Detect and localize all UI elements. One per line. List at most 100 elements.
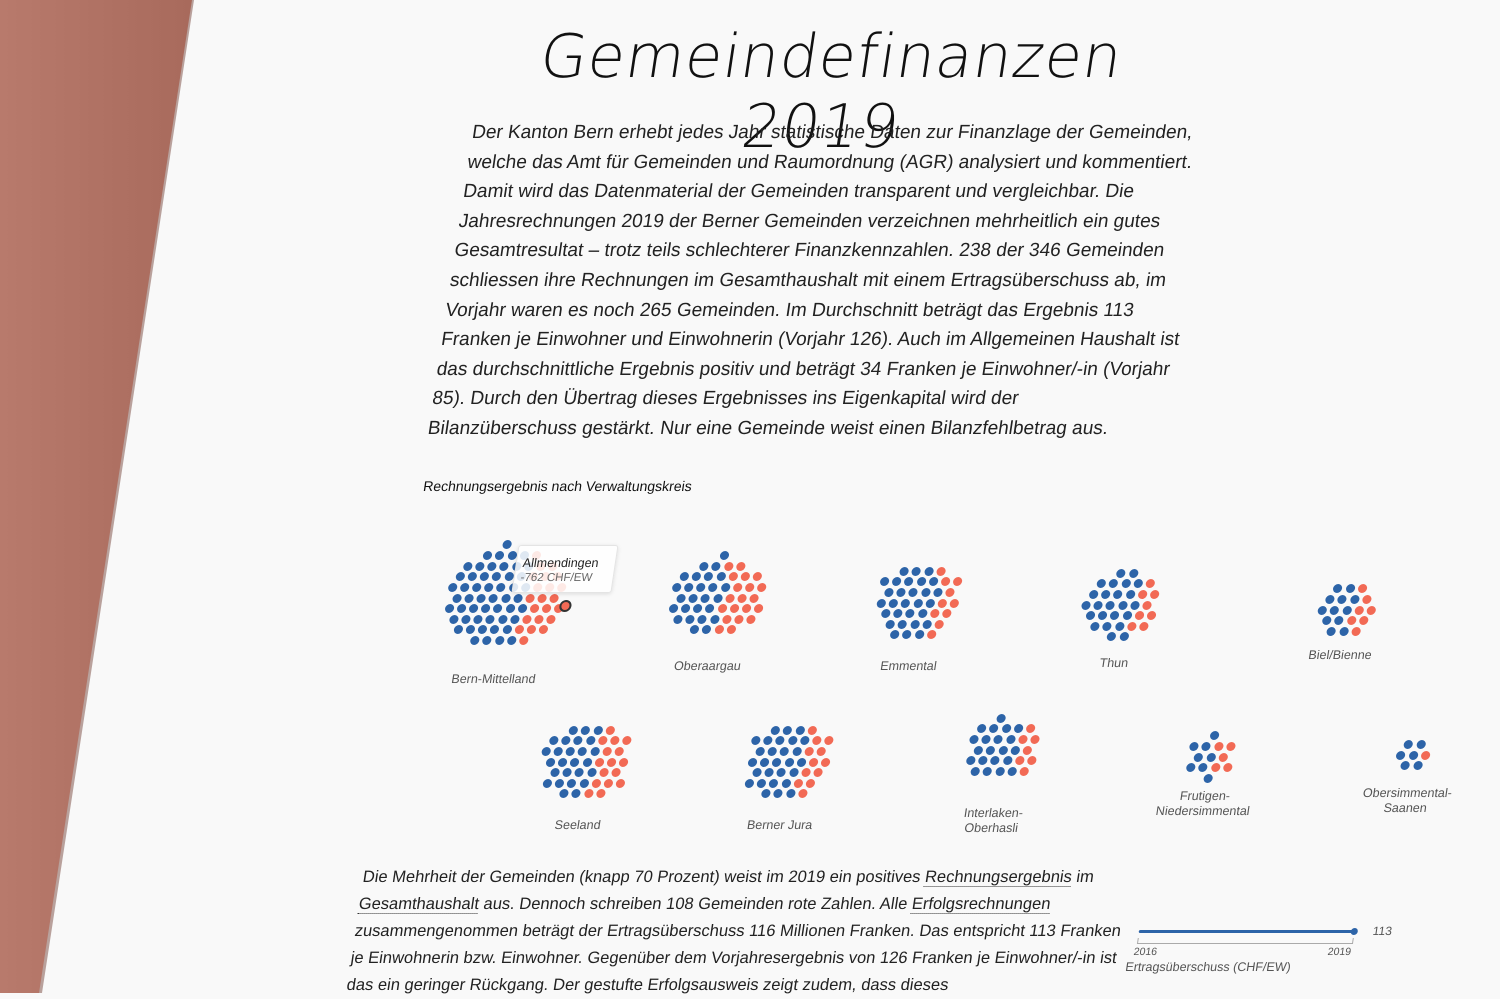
municipality-dot-positive[interactable] — [1321, 616, 1333, 626]
municipality-dot-positive[interactable] — [454, 572, 466, 582]
municipality-dot-negative[interactable] — [732, 582, 743, 592]
municipality-dot-positive[interactable] — [1116, 568, 1127, 578]
municipality-dot-positive[interactable] — [1395, 750, 1407, 760]
municipality-dot-negative[interactable] — [533, 614, 545, 624]
municipality-dot-positive[interactable] — [996, 713, 1007, 723]
municipality-dot-positive[interactable] — [968, 734, 980, 744]
municipality-dot-negative[interactable] — [526, 625, 537, 635]
municipality-dot-positive[interactable] — [901, 630, 913, 640]
municipality-dot-positive[interactable] — [1188, 741, 1200, 751]
municipality-dot-positive[interactable] — [770, 725, 781, 735]
municipality-dot-positive[interactable] — [695, 582, 707, 592]
municipality-dot-negative[interactable] — [538, 625, 549, 635]
municipality-dot-negative[interactable] — [518, 635, 529, 645]
municipality-dot-negative[interactable] — [733, 614, 745, 624]
municipality-dot-negative[interactable] — [800, 768, 812, 778]
municipality-dot-positive[interactable] — [542, 778, 553, 788]
municipality-dot-negative[interactable] — [926, 630, 937, 640]
municipality-dot-negative[interactable] — [713, 625, 725, 635]
municipality-dot-positive[interactable] — [1009, 745, 1021, 755]
municipality-dot-positive[interactable] — [704, 604, 716, 614]
municipality-dot-positive[interactable] — [679, 572, 690, 582]
municipality-dot-positive[interactable] — [720, 582, 731, 592]
municipality-dot-negative[interactable] — [1217, 752, 1229, 762]
municipality-dot-positive[interactable] — [892, 609, 904, 619]
municipality-dot-negative[interactable] — [792, 778, 804, 788]
municipality-dot-positive[interactable] — [500, 593, 511, 603]
municipality-dot-negative[interactable] — [725, 625, 737, 635]
municipality-dot-negative[interactable] — [729, 604, 740, 614]
municipality-dot-positive[interactable] — [779, 746, 790, 756]
municipality-dot-positive[interactable] — [448, 614, 459, 624]
municipality-dot-positive[interactable] — [1002, 756, 1013, 766]
municipality-dot-positive[interactable] — [1208, 731, 1220, 741]
municipality-dot-positive[interactable] — [577, 746, 588, 756]
municipality-dot-positive[interactable] — [885, 619, 896, 629]
municipality-dot-negative[interactable] — [727, 572, 739, 582]
municipality-dot-negative[interactable] — [1138, 621, 1149, 631]
municipality-dot-positive[interactable] — [447, 582, 458, 592]
municipality-dot-negative[interactable] — [598, 768, 610, 778]
municipality-dot-positive[interactable] — [903, 577, 915, 587]
municipality-dot-positive[interactable] — [471, 582, 482, 592]
municipality-dot-positive[interactable] — [911, 566, 922, 576]
municipality-dot-positive[interactable] — [1324, 594, 1336, 604]
municipality-dot-positive[interactable] — [774, 736, 786, 746]
municipality-dot-negative[interactable] — [735, 561, 746, 571]
municipality-dot-positive[interactable] — [1205, 752, 1217, 762]
municipality-dot-positive[interactable] — [764, 768, 775, 778]
municipality-dot-positive[interactable] — [1329, 605, 1340, 615]
municipality-dot-positive[interactable] — [467, 572, 478, 582]
municipality-dot-positive[interactable] — [794, 725, 806, 735]
municipality-dot-negative[interactable] — [935, 566, 947, 576]
municipality-dot-positive[interactable] — [1100, 589, 1112, 599]
municipality-dot-positive[interactable] — [501, 625, 513, 635]
municipality-dot-positive[interactable] — [756, 778, 767, 788]
municipality-dot-positive[interactable] — [776, 768, 787, 778]
municipality-dot-positive[interactable] — [540, 746, 552, 756]
municipality-dot-positive[interactable] — [671, 582, 682, 592]
municipality-dot-negative[interactable] — [1126, 621, 1137, 631]
municipality-dot-negative[interactable] — [621, 736, 633, 746]
municipality-dot-positive[interactable] — [988, 724, 1000, 734]
municipality-dot-negative[interactable] — [1141, 600, 1153, 610]
municipality-dot-positive[interactable] — [1105, 600, 1116, 610]
municipality-dot-positive[interactable] — [689, 625, 700, 635]
municipality-dot-positive[interactable] — [1080, 600, 1092, 610]
municipality-dot-positive[interactable] — [443, 604, 455, 614]
municipality-dot-positive[interactable] — [932, 587, 943, 597]
municipality-dot-positive[interactable] — [562, 768, 573, 778]
municipality-dot-positive[interactable] — [760, 789, 772, 799]
municipality-dot-positive[interactable] — [715, 572, 726, 582]
municipality-dot-positive[interactable] — [889, 630, 900, 640]
municipality-dot-positive[interactable] — [557, 757, 568, 767]
municipality-dot-positive[interactable] — [879, 577, 890, 587]
municipality-dot-positive[interactable] — [586, 768, 597, 778]
municipality-dot-positive[interactable] — [908, 587, 919, 597]
municipality-dot-positive[interactable] — [1096, 579, 1107, 589]
municipality-dot-negative[interactable] — [736, 593, 748, 603]
municipality-dot-negative[interactable] — [583, 789, 594, 799]
municipality-dot-negative[interactable] — [803, 746, 815, 756]
municipality-dot-positive[interactable] — [920, 587, 931, 597]
municipality-dot-negative[interactable] — [1213, 741, 1224, 751]
municipality-dot-positive[interactable] — [488, 593, 499, 603]
municipality-dot-positive[interactable] — [993, 734, 1004, 744]
municipality-dot-positive[interactable] — [923, 566, 934, 576]
municipality-dot-negative[interactable] — [546, 614, 557, 624]
municipality-dot-negative[interactable] — [740, 572, 751, 582]
municipality-dot-positive[interactable] — [751, 768, 763, 778]
municipality-dot-negative[interactable] — [941, 609, 952, 619]
municipality-dot-positive[interactable] — [592, 725, 604, 735]
municipality-dot-positive[interactable] — [589, 746, 600, 756]
municipality-dot-positive[interactable] — [462, 561, 473, 571]
municipality-dot-negative[interactable] — [1357, 584, 1368, 594]
municipality-dot-negative[interactable] — [797, 789, 808, 799]
municipality-dot-negative[interactable] — [744, 582, 755, 592]
municipality-dot-positive[interactable] — [480, 604, 491, 614]
municipality-dot-negative[interactable] — [609, 736, 620, 746]
municipality-dot-negative[interactable] — [721, 614, 732, 624]
municipality-dot-positive[interactable] — [1112, 589, 1124, 599]
municipality-dot-positive[interactable] — [1129, 600, 1140, 610]
municipality-dot-positive[interactable] — [747, 757, 758, 767]
